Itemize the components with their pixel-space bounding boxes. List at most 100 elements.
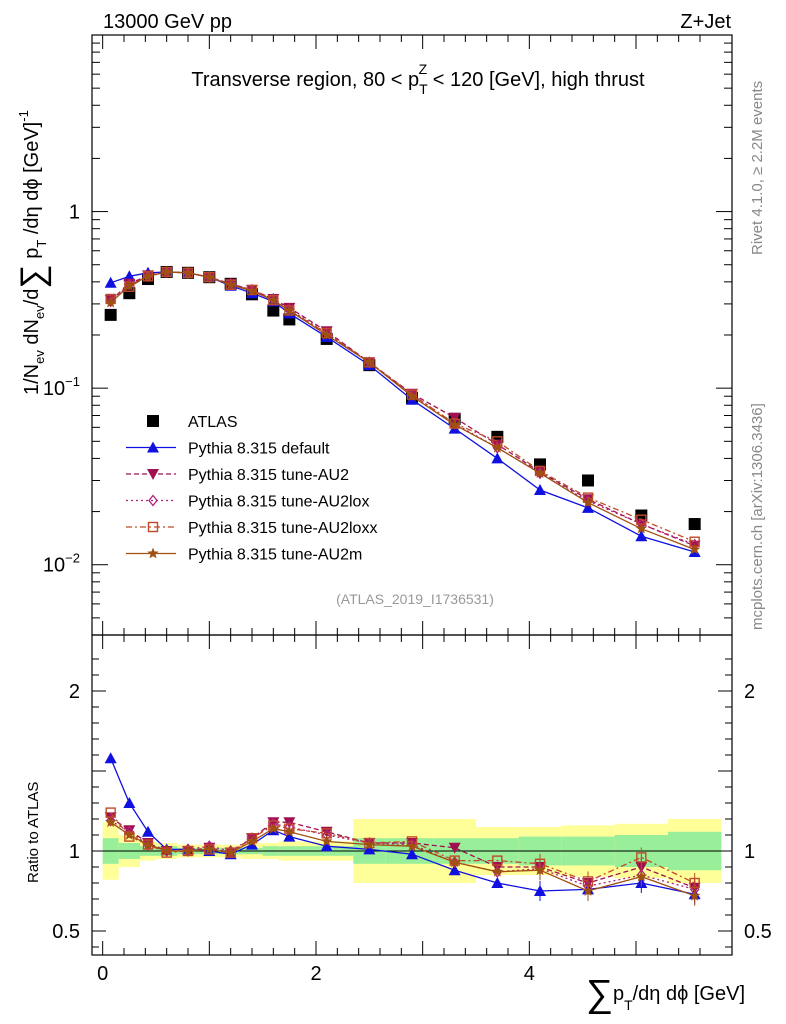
ratio-point-4 <box>246 835 258 847</box>
ratio-point-4 <box>491 865 503 877</box>
ratio-y-tick-label: 1 <box>69 841 80 863</box>
ratio-point-4 <box>142 838 154 850</box>
ratio-point-0 <box>142 825 154 837</box>
main-point-3 <box>268 292 279 305</box>
ratio-point-4 <box>161 845 173 856</box>
main-point-5 <box>689 543 701 555</box>
ratio-y-tick-label: 2 <box>69 681 80 703</box>
side-label-rivet: Rivet 4.1.0, ≥ 2.2M events <box>749 81 766 255</box>
main-y-tick-label: 1 <box>69 202 80 224</box>
legend-marker-0 <box>147 415 159 427</box>
ratio-point-3 <box>492 855 503 866</box>
main-point-5 <box>142 270 154 282</box>
legend: ATLAS Pythia 8.315 default Pythia 8.315 tu… <box>126 414 377 564</box>
main-point-5 <box>161 266 173 277</box>
main-point-5 <box>449 418 461 430</box>
ratio-y-tick-label-right: 0.5 <box>744 921 772 943</box>
ratio-point-4 <box>582 885 594 896</box>
legend-label-4: Pythia 8.315 tune-AU2loxx <box>188 520 377 537</box>
ratio-point-2 <box>183 843 193 856</box>
ratio-point-0 <box>534 885 546 896</box>
ratio-point-0 <box>448 864 461 876</box>
header-right: Z+Jet <box>680 11 731 33</box>
ratio-y-axis-label: Ratio to ATLAS <box>25 782 42 883</box>
legend-label-0: ATLAS <box>188 414 238 431</box>
ratio-point-4 <box>406 840 418 852</box>
main-point-1 <box>491 452 504 464</box>
main-point-3 <box>124 278 135 291</box>
legend-marker-2 <box>147 469 159 480</box>
ratio-point-4 <box>321 835 333 847</box>
legend-label-5: Pythia 8.315 tune-AU2m <box>188 547 362 564</box>
x-axis-label: ∑pT/dη dϕ [GeV] <box>586 973 745 1015</box>
ratio-point-4 <box>267 822 279 834</box>
main-point-1 <box>635 530 648 542</box>
ratio-point-4 <box>105 816 117 828</box>
legend-marker-3 <box>148 494 158 507</box>
main-point-5 <box>123 279 135 291</box>
legend-label-2: Pythia 8.315 tune-AU2 <box>188 467 349 484</box>
main-point-1 <box>104 276 117 288</box>
ratio-point-1 <box>448 842 461 854</box>
ratio-point-4 <box>203 843 215 855</box>
ratio-point-0 <box>283 830 296 842</box>
side-label-mcplots: mcplots.cern.ch [arXiv:1306.3436] <box>749 403 766 630</box>
ratio-point-4 <box>534 864 546 876</box>
main-point-5 <box>283 304 295 316</box>
legend-label-1: Pythia 8.315 default <box>188 441 330 458</box>
main-point-5 <box>182 266 194 278</box>
ratio-point-2 <box>105 814 116 827</box>
main-y-axis-label: 1/Nev dNev/d∑ pT /dη dϕ [GeV]-1 <box>14 110 52 395</box>
ratio-point-3 <box>636 852 647 863</box>
ratio-point-4 <box>123 829 135 840</box>
ratio-point-2 <box>407 838 417 851</box>
main-point-1 <box>123 270 136 282</box>
main-point-5 <box>203 271 215 282</box>
main-point-5 <box>321 329 333 340</box>
main-point-5 <box>267 294 279 305</box>
ratio-point-2 <box>225 844 236 858</box>
main-point-0 <box>104 308 117 321</box>
legend-marker-5 <box>147 547 159 559</box>
ratio-point-0 <box>491 877 504 888</box>
main-point-5 <box>363 356 375 368</box>
x-tick-label: 4 <box>524 963 535 985</box>
ratio-series-group <box>104 752 701 906</box>
ratio-point-0 <box>123 797 136 808</box>
ratio-y-tick-label-right: 2 <box>744 681 755 703</box>
main-point-5 <box>105 296 117 308</box>
main-point-5 <box>246 285 258 296</box>
main-y-tick-label: 10−2 <box>43 551 80 577</box>
legend-marker-4 <box>147 521 159 533</box>
main-point-3 <box>284 303 295 316</box>
main-point-5 <box>491 441 503 453</box>
main-point-0 <box>267 304 280 317</box>
legend-label-3: Pythia 8.315 tune-AU2lox <box>188 494 369 511</box>
main-point-0 <box>582 474 594 487</box>
ratio-point-4 <box>283 825 295 837</box>
main-point-1 <box>534 483 546 495</box>
ratio-panel-frame <box>91 634 733 956</box>
x-tick-label: 2 <box>310 963 321 985</box>
ratio-point-4 <box>225 846 237 858</box>
legend-marker-1 <box>147 441 159 453</box>
main-point-0 <box>688 518 701 531</box>
ratio-point-4 <box>689 889 701 901</box>
header-left: 13000 GeV pp <box>103 11 232 33</box>
ratio-point-4 <box>363 838 375 850</box>
main-point-1 <box>582 501 594 513</box>
ratio-point-4 <box>449 856 461 868</box>
ratio-point-0 <box>320 840 333 852</box>
main-point-5 <box>534 467 546 478</box>
axis-ticks: 0 2 4 1 10−1 10−2 0.5 0.5 1 1 2 2 <box>43 35 772 985</box>
main-y-tick-label: 10−1 <box>43 374 80 400</box>
main-point-5 <box>225 278 237 290</box>
ratio-point-0 <box>104 752 117 764</box>
ratio-point-0 <box>406 848 418 860</box>
ratio-y-tick-label-right: 1 <box>744 841 755 863</box>
ratio-point-4 <box>182 845 194 856</box>
ratio-point-4 <box>635 870 647 882</box>
analysis-watermark: (ATLAS_2019_I1736531) <box>336 591 494 607</box>
chart-title: Transverse region, 80 < pTZ < 120 [GeV],… <box>191 61 645 97</box>
